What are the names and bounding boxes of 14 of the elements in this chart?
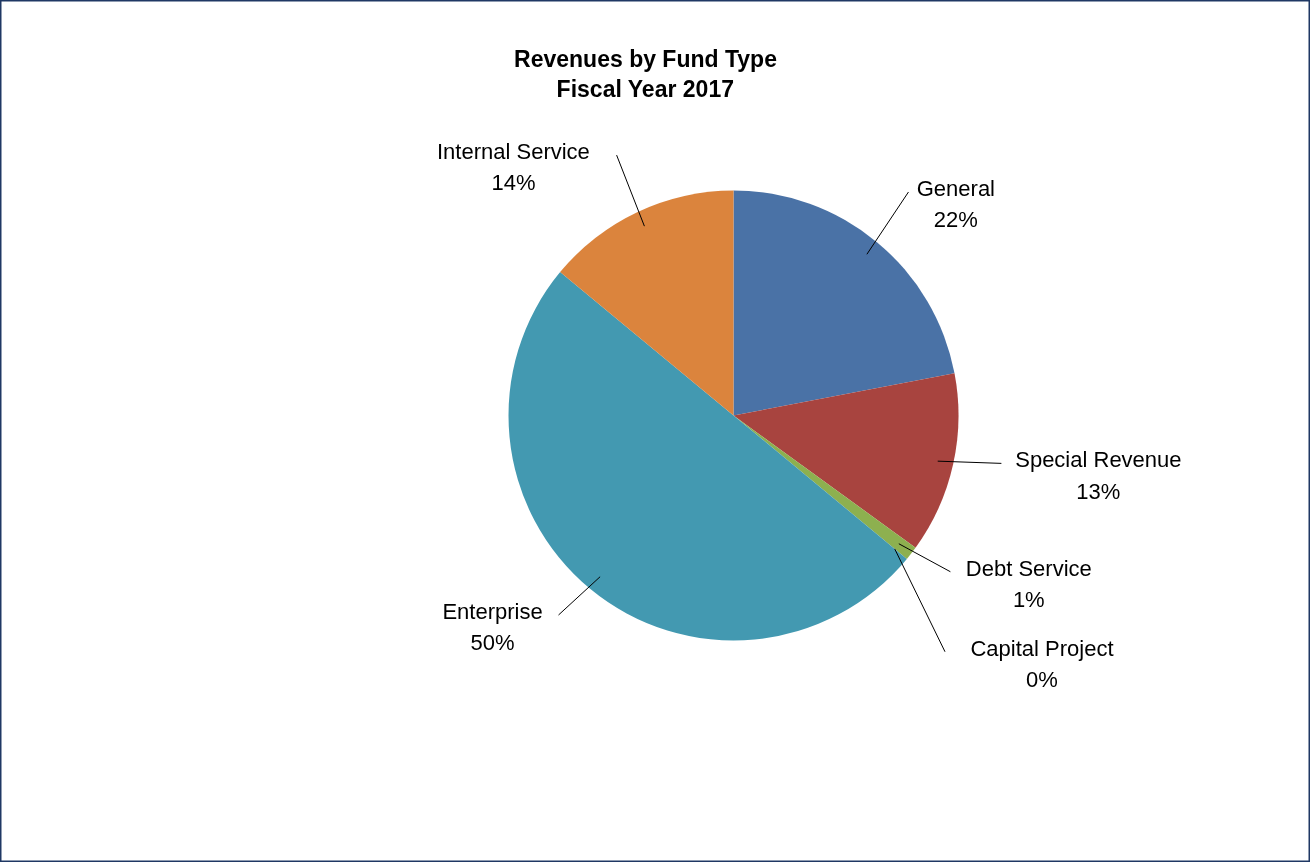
data-label: 1%: [1012, 586, 1045, 612]
data-label: 14%: [491, 170, 536, 196]
slice-label: Debt Service: [965, 555, 1092, 581]
slice-label: Internal Service: [437, 139, 590, 164]
slice-label: Enterprise: [442, 598, 543, 624]
slice-label: Special Revenue: [1015, 447, 1182, 473]
category-label: Capital Project: [970, 635, 1114, 661]
data-label: 50%: [470, 630, 515, 656]
text: 0%: [1026, 666, 1058, 692]
data-label: 22%: [933, 207, 978, 233]
slice-label: General: [916, 175, 996, 201]
data-label: 13%: [1076, 478, 1121, 504]
chart-subtitle: Fiscal Year 2017: [556, 75, 734, 102]
chart-title: Revenues by Fund Type: [514, 45, 777, 72]
